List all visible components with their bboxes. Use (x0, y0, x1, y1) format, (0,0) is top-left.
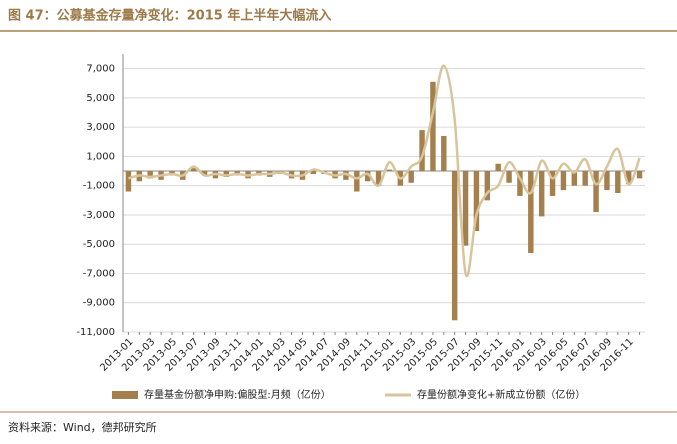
legend-swatch (112, 391, 138, 399)
bar (625, 171, 632, 185)
bar (528, 171, 534, 253)
bar (484, 171, 491, 201)
bar (364, 171, 371, 182)
bar (571, 171, 578, 186)
bar (441, 135, 447, 172)
chart-title: 图 47：公募基金存量净变化：2015 年上半年大幅流入 (8, 8, 331, 24)
bar (582, 171, 588, 186)
y-tick-label: -1,000 (83, 181, 115, 192)
bar (223, 171, 230, 177)
bar (506, 171, 512, 183)
bar (615, 171, 621, 193)
y-tick-label: 1,000 (86, 151, 115, 162)
bar (560, 171, 567, 191)
y-tick-label: -11,000 (76, 327, 115, 338)
y-tick-label: 3,000 (86, 122, 115, 133)
y-tick-label: -9,000 (83, 298, 115, 309)
bar (386, 169, 393, 172)
bar (147, 171, 153, 179)
bar (343, 171, 349, 180)
bar (451, 171, 458, 321)
source: 资料来源：Wind，德邦研究所 (8, 420, 157, 434)
bar (462, 171, 469, 246)
legend-label: 存量份额净变化+新成立份额（亿份） (417, 388, 585, 401)
bar (495, 163, 501, 172)
bar (517, 171, 523, 196)
bar (419, 130, 425, 172)
bar (310, 171, 317, 174)
bar (538, 171, 545, 217)
bar (354, 171, 360, 192)
bar (190, 168, 197, 172)
line (128, 64, 641, 278)
bar (201, 171, 208, 176)
bar (473, 171, 480, 232)
bar (125, 171, 132, 192)
bar (593, 171, 599, 213)
bar (408, 171, 414, 183)
bar (636, 171, 643, 179)
y-tick-label: 7,000 (86, 64, 115, 75)
y-tick-label: -5,000 (83, 239, 115, 250)
y-tick-label: -3,000 (83, 210, 115, 221)
y-tick-label: 5,000 (86, 93, 115, 104)
y-tick-label: -7,000 (83, 268, 115, 279)
bar (604, 171, 610, 191)
bar (375, 171, 382, 186)
legend-label: 存量基金份额净申购:偏股型:月频（亿份） (144, 388, 331, 401)
bar (430, 81, 436, 172)
bar (549, 171, 556, 196)
